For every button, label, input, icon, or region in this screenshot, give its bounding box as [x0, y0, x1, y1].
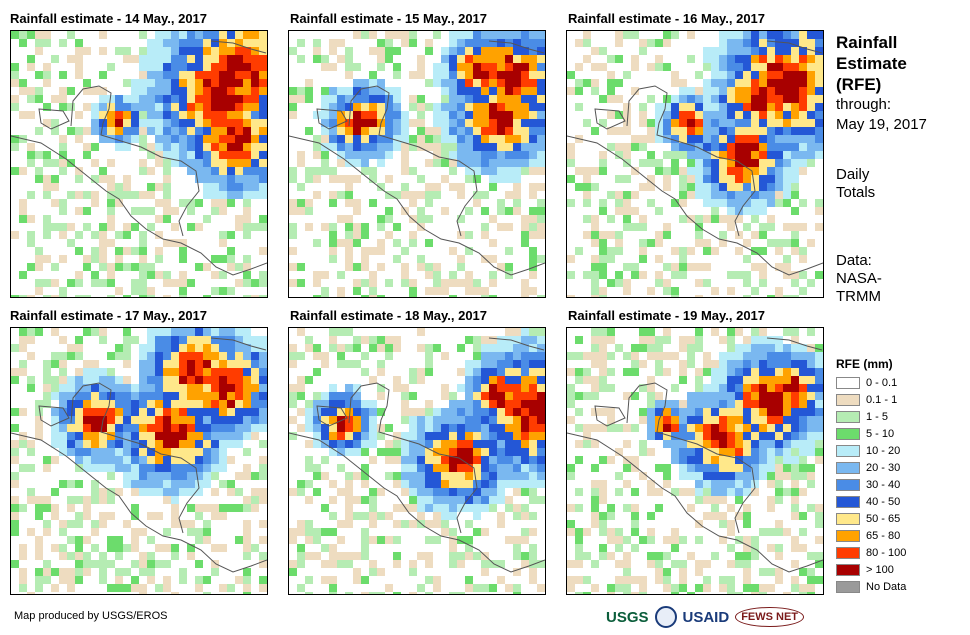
legend-label: 20 - 30 [866, 462, 901, 474]
fews-net-logo: FEWS NET [735, 607, 805, 627]
coastline [488, 337, 545, 351]
legend-item: 10 - 20 [836, 444, 900, 460]
legend-label: 30 - 40 [866, 479, 901, 491]
panel-title-3: Rainfall estimate - 16 May., 2017 [568, 11, 766, 26]
legend-item: 80 - 100 [836, 546, 906, 562]
legend-swatch [836, 462, 860, 475]
side-title-line2: Estimate [836, 54, 907, 73]
legend-label: 5 - 10 [866, 428, 895, 440]
coastline [289, 135, 545, 276]
coastline [210, 337, 267, 351]
panel-title-5: Rainfall estimate - 18 May., 2017 [290, 308, 488, 323]
legend-swatch [836, 581, 860, 594]
legend-swatch [836, 547, 860, 560]
legend-swatch [836, 445, 860, 458]
coastline [626, 382, 756, 534]
coastline [289, 432, 545, 573]
usgs-logo: USGS [606, 608, 649, 626]
usaid-logo: USAID [682, 608, 730, 626]
legend-swatch [836, 530, 860, 543]
legend-item: > 100 [836, 563, 894, 579]
side-title: Rainfall Estimate (RFE) [836, 32, 907, 95]
legend-swatch [836, 394, 860, 407]
legend-label: 1 - 5 [866, 411, 889, 423]
data-line3: TRMM [836, 288, 881, 305]
data-line2: NASA- [836, 270, 882, 287]
legend-title: RFE (mm) [836, 357, 893, 371]
coastline [594, 405, 626, 427]
through-label: through: [836, 96, 892, 113]
period-line2: Totals [836, 184, 876, 201]
legend-item: 50 - 65 [836, 512, 900, 528]
legend-swatch [836, 411, 860, 424]
coastline [38, 108, 70, 130]
usaid-seal-icon [654, 606, 677, 628]
legend-item: 40 - 50 [836, 495, 900, 511]
coastline [567, 135, 823, 276]
coastline [567, 432, 823, 573]
coastline [210, 40, 267, 54]
side-title-line3: (RFE) [836, 75, 882, 94]
legend-item: 1 - 5 [836, 410, 888, 426]
legend-item: 0 - 0.1 [836, 376, 897, 392]
side-title-line1: Rainfall [836, 33, 898, 52]
coastline [348, 382, 478, 534]
coastline [316, 405, 348, 427]
rainfall-map-14-may [10, 30, 268, 298]
rainfall-map-19-may [566, 327, 824, 595]
rainfall-map-18-may [288, 327, 546, 595]
coastline [488, 40, 545, 54]
legend-label: 65 - 80 [866, 530, 901, 542]
panel-title-2: Rainfall estimate - 15 May., 2017 [290, 11, 488, 26]
legend-item: No Data [836, 580, 906, 596]
data-line1: Data: [836, 252, 872, 269]
coastline [11, 135, 267, 276]
coastline [766, 40, 823, 54]
legend-swatch [836, 564, 860, 577]
legend-swatch [836, 479, 860, 492]
legend-label: No Data [866, 581, 907, 593]
panel-title-1: Rainfall estimate - 14 May., 2017 [10, 11, 208, 26]
coastline [70, 382, 200, 534]
coastline [348, 85, 478, 237]
map-credit: Map produced by USGS/EROS [14, 610, 168, 622]
legend-item: 5 - 10 [836, 427, 894, 443]
period-line1: Daily [836, 166, 870, 183]
legend-item: 20 - 30 [836, 461, 900, 477]
logo-bar: USGS USAID FEWS NET [606, 604, 805, 630]
legend-swatch [836, 377, 860, 390]
legend-label: 80 - 100 [866, 547, 907, 559]
legend-label: 40 - 50 [866, 496, 901, 508]
rainfall-map-15-may [288, 30, 546, 298]
legend-label: 50 - 65 [866, 513, 901, 525]
coastline [11, 432, 267, 573]
coastline [316, 108, 348, 130]
legend-label: > 100 [866, 564, 894, 576]
legend-item: 0.1 - 1 [836, 393, 897, 409]
panel-title-4: Rainfall estimate - 17 May., 2017 [10, 308, 208, 323]
coastline [766, 337, 823, 351]
coastline [594, 108, 626, 130]
coastline [38, 405, 70, 427]
legend-item: 65 - 80 [836, 529, 900, 545]
legend-swatch [836, 513, 860, 526]
coastline [70, 85, 200, 237]
rainfall-map-17-may [10, 327, 268, 595]
coastline [626, 85, 756, 237]
rainfall-map-16-may [566, 30, 824, 298]
through-date: May 19, 2017 [836, 116, 927, 133]
panel-title-6: Rainfall estimate - 19 May., 2017 [568, 308, 766, 323]
legend-label: 10 - 20 [866, 445, 901, 457]
legend-swatch [836, 496, 860, 509]
legend-item: 30 - 40 [836, 478, 900, 494]
legend-label: 0.1 - 1 [866, 394, 898, 406]
legend-swatch [836, 428, 860, 441]
legend-label: 0 - 0.1 [866, 377, 898, 389]
